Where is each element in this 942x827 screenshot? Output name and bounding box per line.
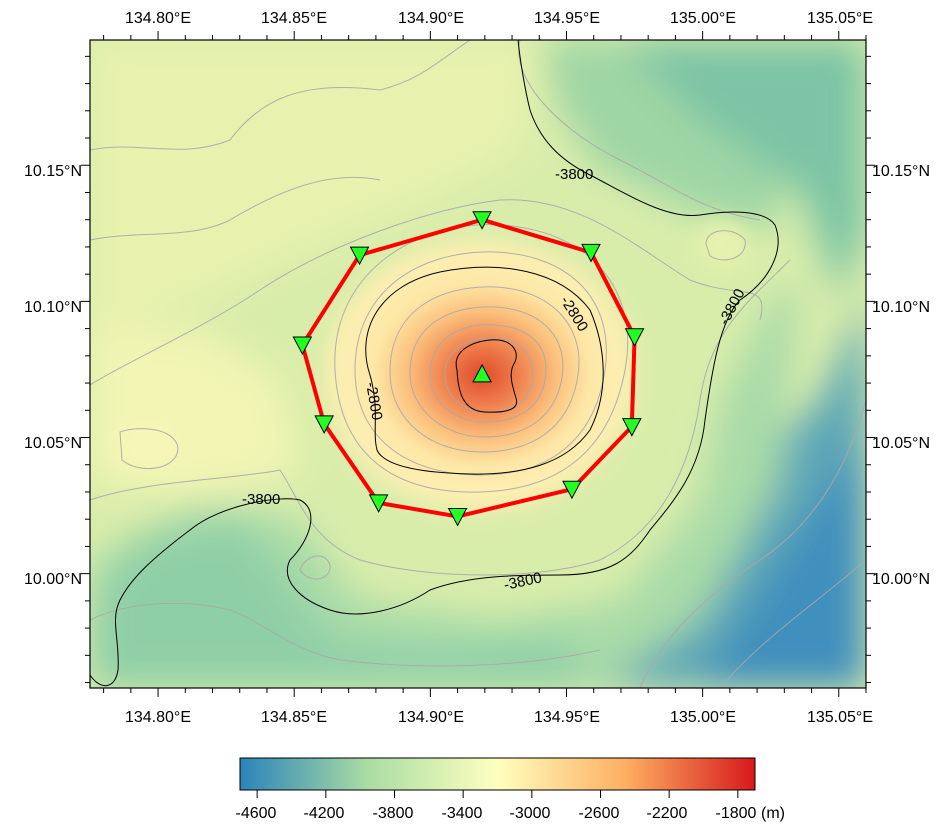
station-marker-9 — [292, 336, 313, 356]
lat-label-left-4: 10.00°N — [24, 571, 82, 588]
contour-label-1: -3800 — [555, 166, 593, 183]
colorbar-label-8: -1800 — [716, 805, 757, 822]
lon-label-top-1: 134.80°E — [125, 10, 191, 27]
colorbar-label-2: -4200 — [304, 805, 345, 822]
lon-label-top-6: 135.05°E — [807, 10, 873, 27]
lon-label-bottom-6: 135.05°E — [807, 709, 873, 726]
major-contours — [90, 40, 779, 687]
lon-label-top-4: 134.95°E — [534, 10, 600, 27]
station-marker-8 — [314, 415, 334, 434]
lon-label-bottom-5: 135.00°E — [670, 709, 736, 726]
contour-label-5: -3800 — [242, 491, 280, 508]
lon-label-top-3: 134.90°E — [398, 10, 464, 27]
center-station-marker — [472, 363, 492, 383]
lon-label-top-5: 135.00°E — [670, 10, 736, 27]
colorbar-label-4: -3400 — [442, 805, 483, 822]
bathymetry-grid — [90, 40, 866, 688]
station-marker-7 — [368, 494, 389, 513]
lon-label-bottom-4: 134.95°E — [534, 709, 600, 726]
station-marker-4 — [622, 418, 642, 437]
station-marker-5 — [562, 480, 582, 500]
lat-label-left-3: 10.05°N — [24, 435, 82, 452]
station-marker-10 — [349, 246, 370, 266]
lat-label-right-3: 10.05°N — [872, 435, 930, 452]
depth-colorbar: -4600 -4200 -3800 -3400 -3000 -2600 -220… — [236, 757, 785, 822]
lat-label-left-1: 10.15°N — [24, 163, 82, 180]
lon-label-top-2: 134.85°E — [261, 10, 327, 27]
colorbar-labels: -4600 -4200 -3800 -3400 -3000 -2600 -220… — [236, 805, 757, 822]
station-markers — [292, 211, 645, 527]
colorbar-label-1: -4600 — [236, 805, 277, 822]
colorbar-ramp — [239, 757, 756, 791]
colorbar-label-5: -3000 — [510, 805, 551, 822]
colorbar-ticks — [256, 790, 739, 798]
minor-ticks — [81, 31, 875, 697]
lon-label-bottom-3: 134.90°E — [398, 709, 464, 726]
station-marker-2 — [581, 243, 601, 263]
minor-contours — [90, 40, 866, 688]
station-marker-1 — [472, 211, 492, 230]
colorbar-unit: (m) — [761, 805, 785, 822]
lat-label-left-2: 10.10°N — [24, 299, 82, 316]
lat-label-right-1: 10.15°N — [872, 163, 930, 180]
top-longitude-labels: 134.80°E 134.85°E 134.90°E 134.95°E 135.… — [125, 10, 873, 27]
lon-label-bottom-1: 134.80°E — [125, 709, 191, 726]
contour-label-3: -2800 — [362, 381, 385, 422]
station-marker-6 — [447, 507, 468, 527]
lat-label-right-2: 10.10°N — [872, 299, 930, 316]
bottom-longitude-labels: 134.80°E 134.85°E 134.90°E 134.95°E 135.… — [125, 709, 873, 726]
colorbar-label-6: -2600 — [579, 805, 620, 822]
map-frame — [89, 39, 867, 689]
left-latitude-labels: 10.15°N 10.10°N 10.05°N 10.00°N — [24, 163, 82, 588]
colorbar-label-3: -3800 — [373, 805, 414, 822]
right-latitude-labels: 10.15°N 10.10°N 10.05°N 10.00°N — [872, 163, 930, 588]
colorbar-label-7: -2200 — [647, 805, 688, 822]
lon-label-bottom-2: 134.85°E — [261, 709, 327, 726]
station-marker-3 — [624, 328, 645, 347]
lat-label-right-4: 10.00°N — [872, 571, 930, 588]
